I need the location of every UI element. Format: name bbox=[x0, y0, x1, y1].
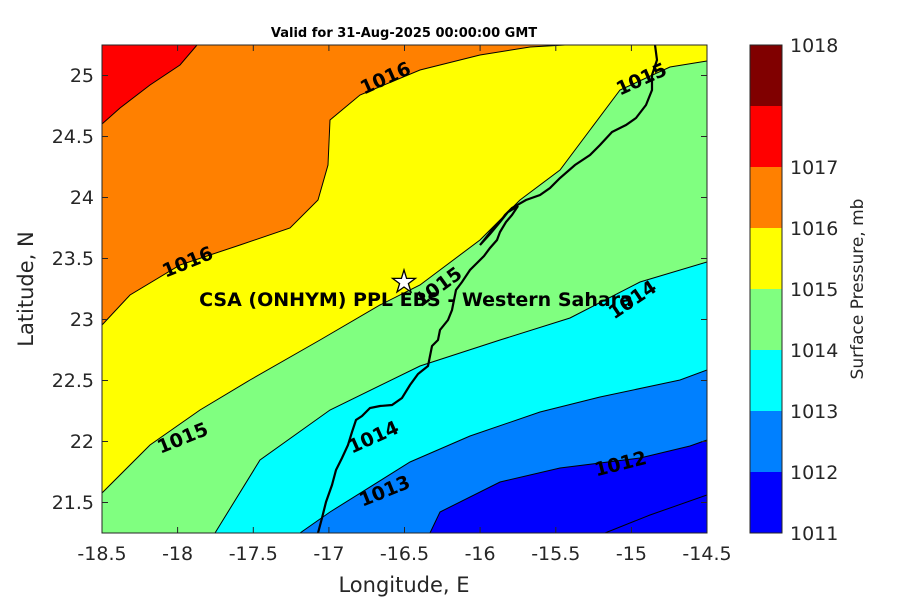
x-tick-label: -18.5 bbox=[77, 543, 126, 565]
y-tick-label: 23 bbox=[70, 309, 94, 331]
x-tick-label: -15 bbox=[616, 543, 647, 565]
colorbar-tick-label: 1015 bbox=[790, 279, 838, 301]
y-tick-label: 24 bbox=[70, 187, 94, 209]
isobar-lines bbox=[102, 45, 707, 533]
star-icon bbox=[390, 267, 418, 294]
y-axis-label: Latitude, N bbox=[14, 231, 38, 347]
band-1016-1017 bbox=[102, 45, 565, 325]
y-tick-label: 24.5 bbox=[52, 126, 94, 148]
colorbar-tick-label: 1013 bbox=[790, 401, 838, 423]
colorbar-tick-label: 1017 bbox=[790, 157, 838, 179]
contour-fill-layer bbox=[102, 45, 707, 533]
colorbar-tick-label: 1018 bbox=[790, 35, 838, 57]
y-tick-label: 22.5 bbox=[52, 370, 94, 392]
y-axis: 21.5 22 22.5 23 23.5 24 24.5 25 Latitude… bbox=[14, 65, 707, 514]
map-title: Valid for 31-Aug-2025 00:00:00 GMT bbox=[271, 26, 537, 41]
x-tick-label: -18 bbox=[162, 543, 193, 565]
colorbar: 1011 1012 1013 1014 1015 1016 1017 1018 … bbox=[749, 35, 868, 545]
x-tick-label: -14.5 bbox=[682, 543, 731, 565]
colorbar-tick-label: 1012 bbox=[790, 462, 838, 484]
x-tick-label: -16 bbox=[465, 543, 496, 565]
y-tick-label: 25 bbox=[70, 65, 94, 87]
x-tick-label: -17 bbox=[313, 543, 344, 565]
y-tick-label: 22 bbox=[70, 431, 94, 453]
x-tick-label: -15.5 bbox=[531, 543, 580, 565]
x-axis-label: Longitude, E bbox=[338, 573, 469, 597]
x-tick-label: -17.5 bbox=[229, 543, 278, 565]
site-label: CSA (ONHYM) PPL EBS - Western Sahara bbox=[199, 289, 633, 311]
colorbar-tick-label: 1014 bbox=[790, 340, 838, 362]
band-1017-1018 bbox=[102, 45, 197, 124]
colorbar-label: Surface Pressure, mb bbox=[848, 199, 868, 380]
colorbar-tick-label: 1016 bbox=[790, 218, 838, 240]
coastline bbox=[316, 45, 659, 533]
x-axis: -18.5 -18 -17.5 -17 -16.5 -16 -15.5 -15 … bbox=[77, 45, 732, 597]
y-tick-label: 23.5 bbox=[52, 248, 94, 270]
colorbar-tick-label: 1011 bbox=[790, 523, 838, 545]
y-tick-label: 21.5 bbox=[52, 492, 94, 514]
x-tick-label: -16.5 bbox=[380, 543, 429, 565]
